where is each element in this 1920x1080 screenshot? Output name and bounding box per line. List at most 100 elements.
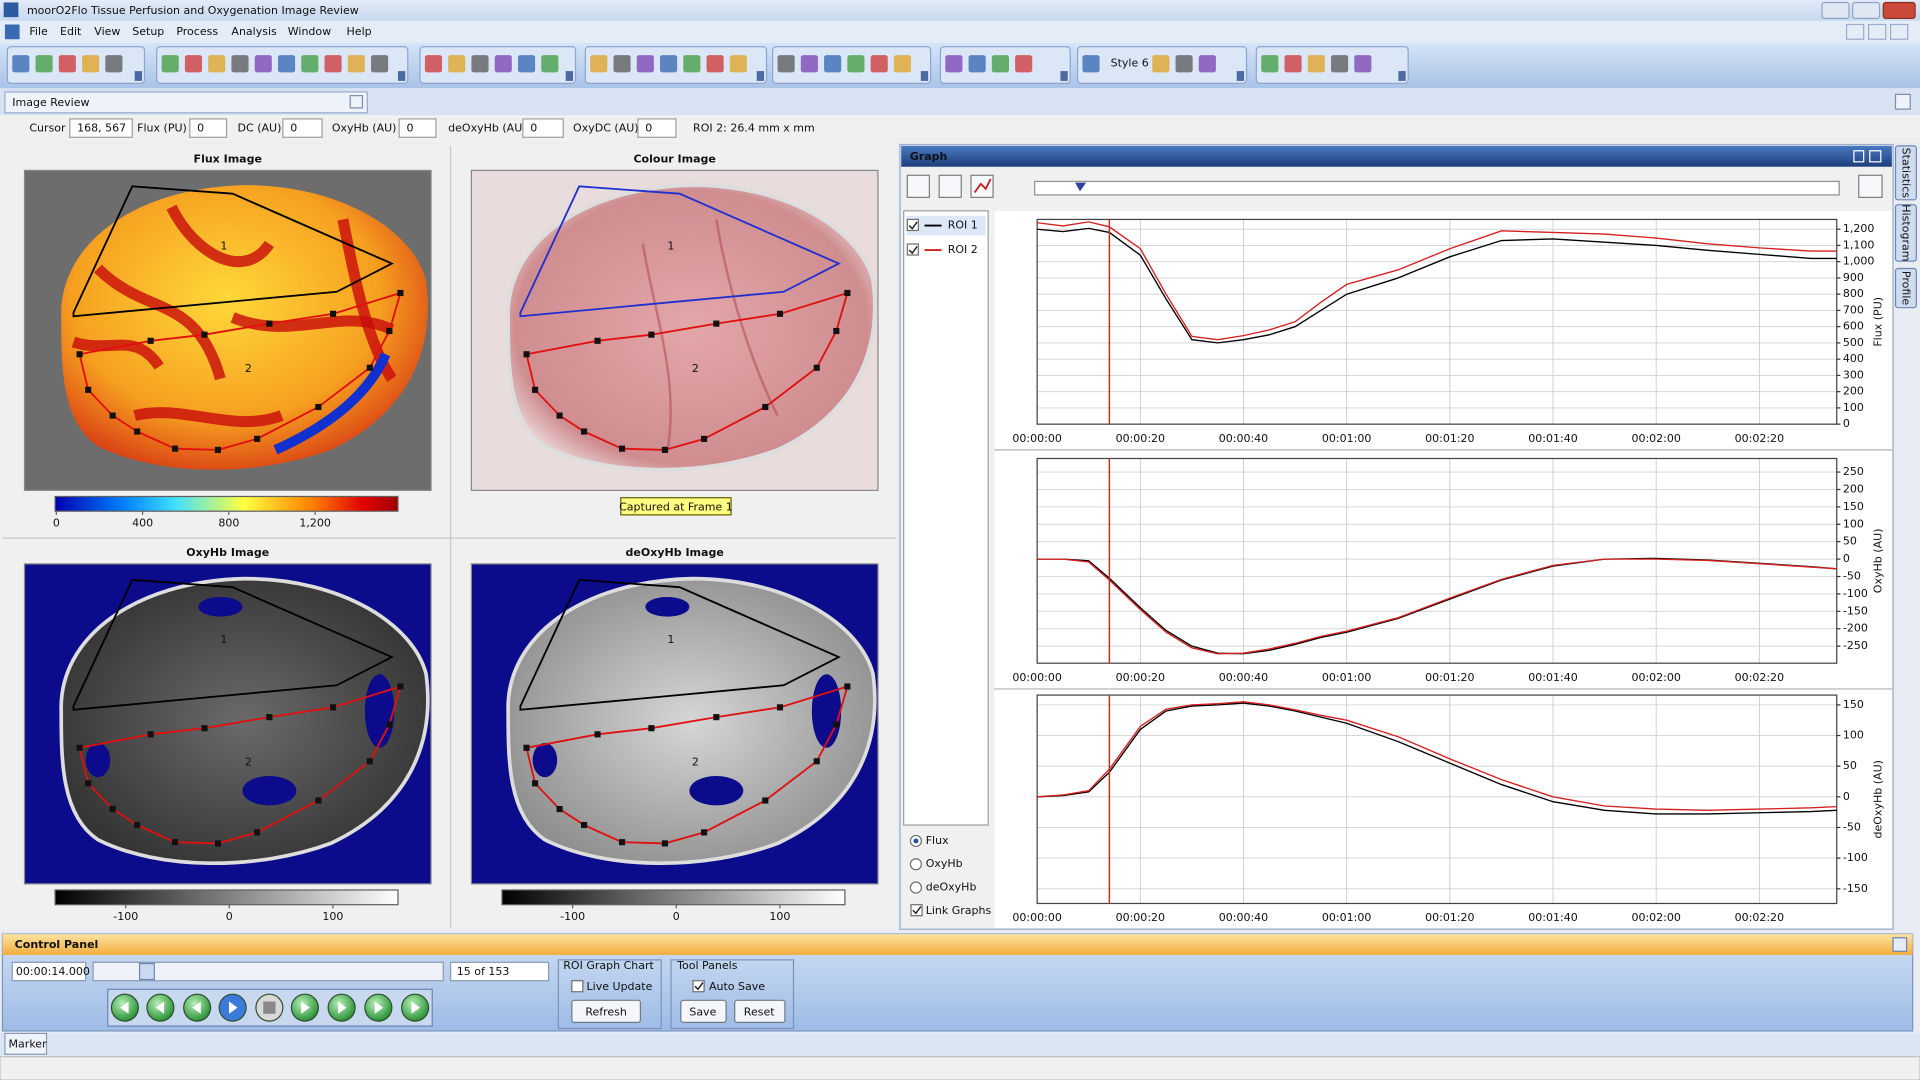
roi-vertex[interactable] <box>813 364 820 371</box>
toolbar-button[interactable] <box>12 55 30 73</box>
link-label[interactable]: Link Graphs <box>926 904 992 917</box>
roi-vertex[interactable] <box>833 327 840 335</box>
roi-vertex[interactable] <box>762 797 769 804</box>
roi-vertex[interactable] <box>618 839 626 846</box>
toolbar-button[interactable] <box>1015 55 1033 73</box>
toolbar-button[interactable] <box>800 55 818 73</box>
toolbar-button[interactable] <box>231 55 249 73</box>
toolbar-button[interactable] <box>1175 55 1193 73</box>
roi-vertex[interactable] <box>844 289 851 297</box>
doc-close[interactable] <box>1890 23 1909 40</box>
menu-item[interactable]: View <box>94 25 120 38</box>
toolbar-button[interactable] <box>1261 55 1279 73</box>
menu-item[interactable]: File <box>29 25 48 38</box>
roi-vertex[interactable] <box>833 721 840 728</box>
legend-checkbox[interactable] <box>906 218 919 232</box>
minimize-button[interactable] <box>1821 1 1850 20</box>
option-radio[interactable] <box>909 858 923 871</box>
roi-vertex[interactable] <box>85 780 92 787</box>
roi-vertex[interactable] <box>713 320 720 327</box>
zoom-fit-tool[interactable] <box>938 174 962 198</box>
roi-vertex[interactable] <box>172 445 179 452</box>
roi-vertex[interactable] <box>172 839 179 846</box>
roi-vertex[interactable] <box>523 351 530 358</box>
menu-item[interactable]: Setup <box>132 25 164 38</box>
roi-vertex[interactable] <box>397 683 404 690</box>
roi-vertex[interactable] <box>776 704 784 711</box>
roi-vertex[interactable] <box>109 412 116 419</box>
toolbar-button[interactable] <box>424 55 443 73</box>
roi-vertex[interactable] <box>109 806 116 813</box>
roi-vertex[interactable] <box>762 403 769 411</box>
toolbar-button[interactable] <box>636 55 654 73</box>
toolbar-button[interactable] <box>1307 55 1325 73</box>
toolbar-button[interactable] <box>1082 55 1100 73</box>
marker-button[interactable] <box>4 1032 48 1055</box>
roi-vertex[interactable] <box>134 428 141 435</box>
toolbar-button[interactable] <box>105 55 123 73</box>
roi-vertex[interactable] <box>214 840 222 847</box>
export-tool[interactable] <box>1858 174 1883 198</box>
roi-vertex[interactable] <box>134 821 141 829</box>
roi-vertex[interactable] <box>254 435 261 442</box>
toolbar-button[interactable] <box>82 55 100 73</box>
toolbar-button[interactable] <box>683 55 701 73</box>
roi-vertex[interactable] <box>594 337 601 344</box>
checkbox-label[interactable]: Auto Save <box>709 980 765 993</box>
roi-vertex[interactable] <box>581 428 588 435</box>
roi-vertex[interactable] <box>661 840 668 847</box>
menu-item[interactable]: Analysis <box>231 25 277 38</box>
tab-title[interactable]: Image Review <box>12 96 89 109</box>
save-button[interactable] <box>680 999 727 1023</box>
menu-item[interactable]: Edit <box>60 25 82 38</box>
marker-label[interactable]: Marker <box>9 1037 48 1050</box>
toolbar-button[interactable] <box>991 55 1009 73</box>
side-tab-label[interactable]: Profile <box>1899 271 1912 305</box>
toolbar-button[interactable] <box>324 55 342 73</box>
toolbar-button[interactable] <box>1198 55 1216 73</box>
roi-vertex[interactable] <box>813 758 820 765</box>
toolbar-button[interactable] <box>660 55 678 73</box>
roi-vertex[interactable] <box>201 331 208 338</box>
roi-vertex[interactable] <box>214 446 222 453</box>
toolbar-button[interactable] <box>541 55 559 73</box>
roi-vertex[interactable] <box>266 320 273 327</box>
button-label[interactable]: Reset <box>744 1006 775 1019</box>
roi-vertex[interactable] <box>397 289 404 297</box>
roi-vertex[interactable] <box>330 310 337 317</box>
toolbar-button[interactable] <box>870 55 888 73</box>
toolbar-button[interactable] <box>968 55 986 73</box>
roi-vertex[interactable] <box>556 412 563 419</box>
roi-vertex[interactable] <box>85 386 92 393</box>
toolbar-button[interactable] <box>301 55 319 73</box>
toolbar-button[interactable] <box>277 55 296 73</box>
graph-close[interactable] <box>1869 150 1882 163</box>
time-box[interactable] <box>11 961 87 982</box>
checkbox-label[interactable]: Live Update <box>587 980 653 993</box>
roi-vertex[interactable] <box>76 351 83 358</box>
roi-vertex[interactable] <box>556 806 563 813</box>
toolbar-button[interactable] <box>471 55 489 73</box>
roi-vertex[interactable] <box>386 721 393 728</box>
roi-vertex[interactable] <box>76 744 83 751</box>
toolbar-button[interactable] <box>613 55 631 73</box>
toolbar-button[interactable] <box>1152 55 1170 73</box>
toolbar-button[interactable] <box>254 55 272 73</box>
legend-checkbox[interactable] <box>906 243 919 256</box>
close-button[interactable] <box>1882 1 1916 20</box>
roi-vertex[interactable] <box>532 780 539 787</box>
roi-vertex[interactable] <box>266 714 273 721</box>
toolbar-button[interactable] <box>824 55 842 73</box>
roi-vertex[interactable] <box>315 797 322 804</box>
side-tab-label[interactable]: Statistics <box>1899 148 1912 199</box>
toolbar-button[interactable] <box>184 55 203 73</box>
roi-vertex[interactable] <box>366 758 373 765</box>
roi-vertex[interactable] <box>713 714 720 721</box>
maximize-button[interactable] <box>1852 1 1881 20</box>
roi-vertex[interactable] <box>594 731 601 738</box>
toolbar-button[interactable] <box>371 55 389 73</box>
roi-vertex[interactable] <box>147 337 154 344</box>
legend-entry[interactable]: ROI 1 <box>948 219 978 232</box>
toolbar-button[interactable] <box>347 55 365 73</box>
roi-vertex[interactable] <box>366 364 373 371</box>
